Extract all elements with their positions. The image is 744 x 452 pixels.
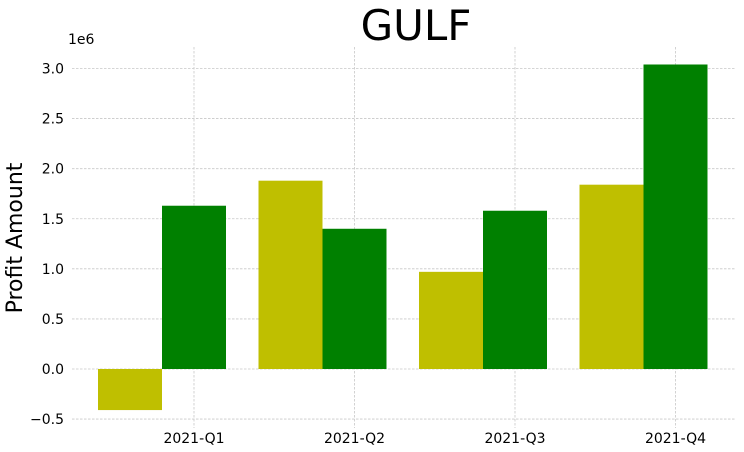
bar [483, 210, 547, 369]
y-tick-label: 0.0 [42, 362, 64, 378]
x-tick-label: 2021-Q1 [163, 431, 224, 447]
y-tick-label: 1.0 [42, 262, 64, 278]
bar [322, 228, 387, 369]
y-axis-offset-label: 1e6 [68, 32, 95, 48]
x-tick-label: 2021-Q4 [645, 431, 706, 447]
tick-labels: −0.5 0.0 0.5 1.0 1.5 2.0 2.5 3.0 2021-Q1 2021-Q2 2… [30, 62, 706, 448]
x-tick-label: 2021-Q2 [324, 431, 385, 447]
bars [98, 64, 708, 411]
y-tick-label: 2.5 [42, 112, 64, 128]
bar [258, 180, 323, 369]
bar [579, 184, 644, 369]
chart-title: GULF [361, 1, 472, 50]
y-tick-label: 1.5 [42, 212, 64, 228]
bar [98, 369, 162, 411]
bar [643, 64, 708, 369]
x-tick-label: 2021-Q3 [484, 431, 545, 447]
y-tick-label: 0.5 [42, 312, 64, 328]
bar [419, 271, 483, 369]
y-tick-label: 3.0 [42, 62, 64, 78]
y-axis-label: Profit Amount [3, 162, 28, 313]
y-tick-label: 2.0 [42, 162, 64, 178]
y-tick-label: −0.5 [30, 412, 64, 428]
bar [162, 205, 226, 369]
